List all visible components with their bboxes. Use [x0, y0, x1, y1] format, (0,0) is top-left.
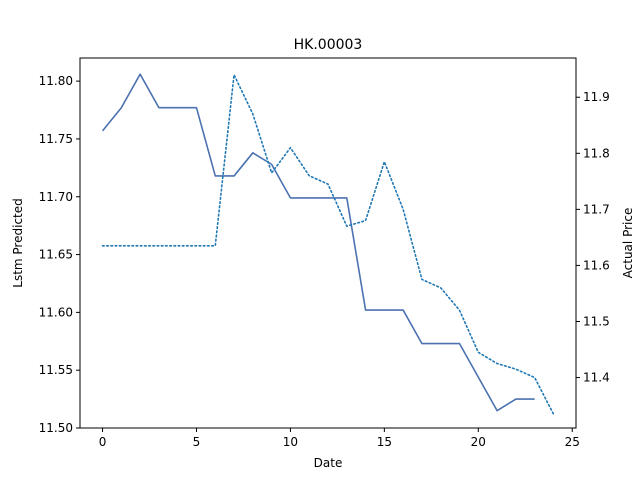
left-y-axis: 11.50 11.55 11.60 11.65 11.70 11.75 11.80	[39, 74, 80, 435]
lstm-predicted-line	[101, 73, 535, 412]
right-y-tick-label: 11.8	[583, 146, 610, 160]
right-y-axis-title: Actual Price	[621, 208, 635, 279]
left-y-tick-label: 11.55	[39, 363, 73, 377]
right-y-tick-label: 11.6	[583, 258, 610, 272]
right-y-tick-label: 11.5	[583, 314, 610, 328]
x-tick-label: 5	[193, 435, 201, 449]
actual-price-line	[101, 74, 555, 415]
plot-frame	[79, 57, 577, 429]
x-axis: 0 5 10 15 20 25	[99, 428, 580, 449]
left-y-tick-label: 11.65	[39, 248, 73, 262]
left-y-tick-label: 11.75	[39, 132, 73, 146]
x-tick-label: 20	[471, 435, 486, 449]
left-y-tick-label: 11.60	[39, 305, 73, 319]
left-y-tick-label: 11.50	[39, 421, 73, 435]
right-y-tick-label: 11.4	[583, 371, 610, 385]
left-y-tick-label: 11.70	[39, 190, 73, 204]
right-y-axis: 11.4 11.5 11.6 11.7 11.8 11.9	[576, 90, 610, 385]
right-y-tick-label: 11.7	[583, 202, 610, 216]
plot-lines	[101, 73, 555, 415]
chart-title: HK.00003	[294, 37, 363, 53]
x-axis-title: Date	[314, 456, 343, 470]
x-tick-label: 25	[565, 435, 580, 449]
x-tick-label: 10	[283, 435, 298, 449]
left-y-tick-label: 11.80	[39, 74, 73, 88]
right-y-tick-label: 11.9	[583, 90, 610, 104]
left-y-axis-title: Lstm Predicted	[11, 198, 25, 287]
x-tick-label: 15	[377, 435, 392, 449]
x-tick-label: 0	[99, 435, 107, 449]
